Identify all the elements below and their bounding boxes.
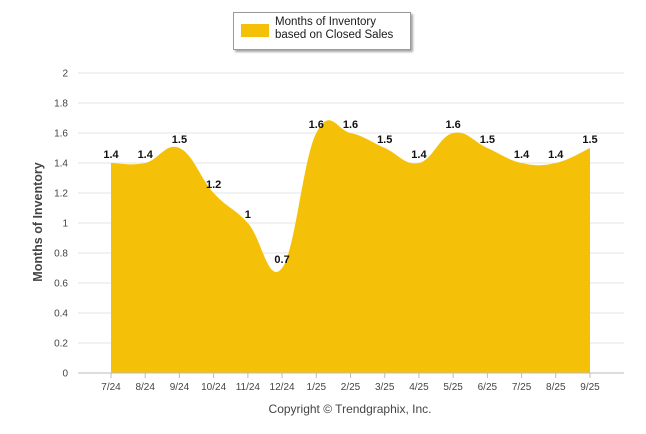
data-label: 1.6 xyxy=(343,119,358,131)
data-label: 1 xyxy=(245,209,251,221)
data-label: 1.2 xyxy=(206,179,221,191)
x-axis-tick-labels: 7/24 8/24 9/24 10/24 11/24 12/24 1/25 2/25 3/25 4… xyxy=(101,382,600,393)
y-tick-label: 1.6 xyxy=(54,129,68,140)
data-label: 1.4 xyxy=(548,149,564,161)
data-label: 1.6 xyxy=(445,119,460,131)
x-tick-label: 8/25 xyxy=(546,382,566,393)
legend-swatch xyxy=(241,24,269,37)
data-label: 1.5 xyxy=(377,134,392,146)
data-label: 1.5 xyxy=(480,134,495,146)
x-tick-label: 9/24 xyxy=(170,382,190,393)
x-tick-label: 1/25 xyxy=(307,382,327,393)
x-tick-label: 6/25 xyxy=(478,382,498,393)
x-tick-label: 8/24 xyxy=(135,382,155,393)
y-tick-label: 0 xyxy=(62,369,68,380)
x-axis xyxy=(78,372,624,378)
y-tick-label: 1 xyxy=(62,219,68,230)
legend-label: Months of Inventory based on Closed Sale… xyxy=(275,16,394,41)
legend: Months of Inventory based on Closed Sale… xyxy=(233,12,411,50)
copyright-text: Copyright © Trendgraphix, Inc. xyxy=(269,402,432,416)
y-axis-title: Months of Inventory xyxy=(31,162,45,281)
x-tick-label: 12/24 xyxy=(270,382,295,393)
x-tick-label: 10/24 xyxy=(201,382,226,393)
data-label: 1.5 xyxy=(582,134,597,146)
y-tick-label: 1.2 xyxy=(54,189,68,200)
y-tick-label: 0.2 xyxy=(54,339,68,350)
x-tick-label: 5/25 xyxy=(443,382,463,393)
y-tick-label: 2 xyxy=(62,69,68,80)
y-tick-label: 1.4 xyxy=(54,159,68,170)
y-tick-label: 0.6 xyxy=(54,279,68,290)
x-tick-label: 4/25 xyxy=(409,382,429,393)
data-label: 1.5 xyxy=(172,134,187,146)
x-tick-label: 2/25 xyxy=(341,382,361,393)
y-axis: 0 0.2 0.4 0.6 0.8 1 1.2 1.4 1.6 1.8 2 xyxy=(54,69,68,380)
area-series xyxy=(111,120,590,373)
x-tick-label: 11/24 xyxy=(236,382,261,393)
x-tick-label: 7/24 xyxy=(101,382,121,393)
data-label: 1.4 xyxy=(138,149,154,161)
data-label: 1.4 xyxy=(411,149,427,161)
data-label: 1.6 xyxy=(309,119,324,131)
y-tick-label: 0.8 xyxy=(54,249,68,260)
data-label: 1.4 xyxy=(514,149,530,161)
y-tick-label: 1.8 xyxy=(54,99,68,110)
x-tick-label: 7/25 xyxy=(512,382,532,393)
data-label: 0.7 xyxy=(274,254,289,266)
data-labels: 1.4 1.4 1.5 1.2 1 0.7 1.6 1.6 1.5 1.4 1.6 1.5 1.4 1.4… xyxy=(103,119,597,266)
data-label: 1.4 xyxy=(103,149,119,161)
x-tick-label: 9/25 xyxy=(580,382,600,393)
x-tick-label: 3/25 xyxy=(375,382,395,393)
y-tick-label: 0.4 xyxy=(54,309,68,320)
